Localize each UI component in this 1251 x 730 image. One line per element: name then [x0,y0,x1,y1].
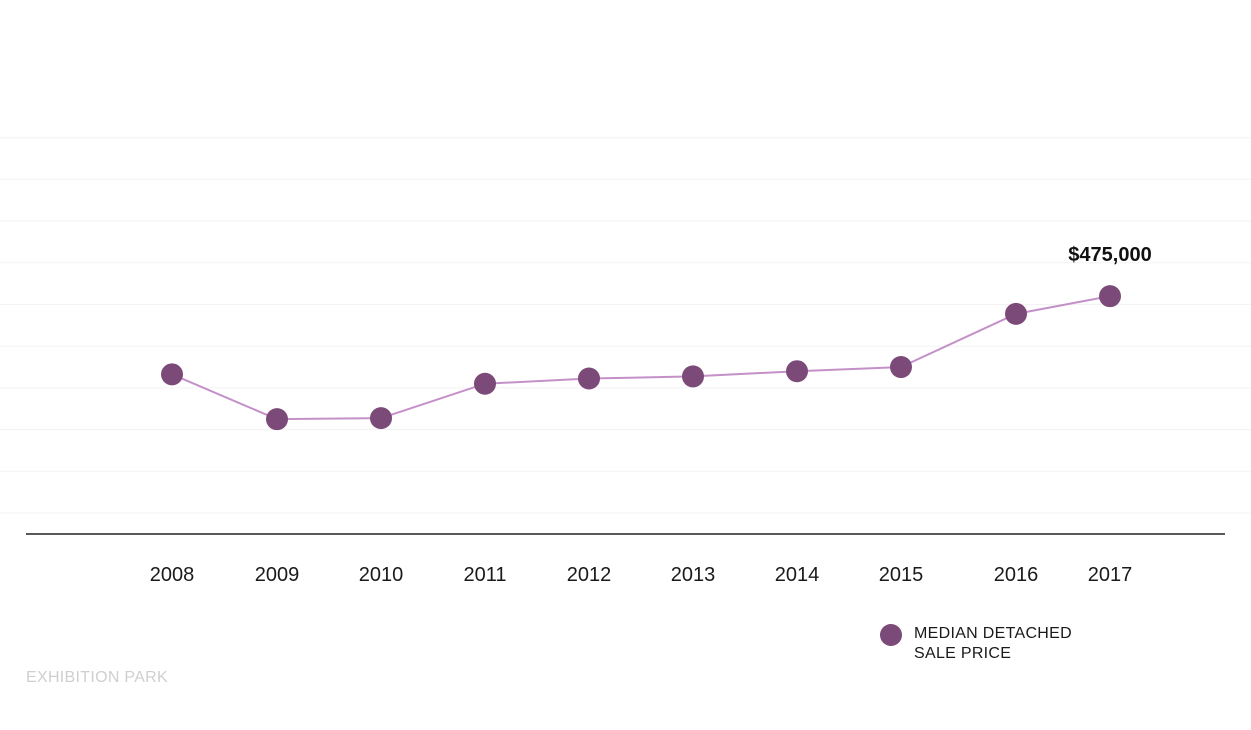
data-point-2013 [682,365,704,388]
series-line-group [171,295,1111,421]
legend-marker-icon [880,624,902,646]
data-point-2008 [161,363,183,386]
x-tick-label-2017: 2017 [1088,564,1133,586]
x-tick-label-2008: 2008 [150,564,195,586]
legend-label-line1: MEDIAN DETACHED [914,625,1072,642]
x-tick-label-2015: 2015 [879,564,924,586]
value-annotation-2017: $475,000 [1068,244,1151,266]
x-tick-label-2009: 2009 [255,564,300,586]
data-point-2017 [1099,285,1121,308]
legend-label-line2: SALE PRICE [914,645,1012,662]
x-tick-label-2012: 2012 [567,564,612,586]
legend: MEDIAN DETACHED SALE PRICE [880,624,1072,664]
data-point-2014 [786,360,808,383]
x-tick-label-2011: 2011 [463,564,506,586]
x-tick-label-2016: 2016 [994,564,1039,586]
series-line [171,295,1111,421]
annotations: $475,000 [1068,244,1151,266]
series-markers-group [161,285,1121,431]
data-point-2012 [578,367,600,390]
data-point-2016 [1005,302,1027,325]
legend-label: MEDIAN DETACHED SALE PRICE [914,624,1072,664]
x-tick-label-2010: 2010 [359,564,404,586]
data-point-2010 [370,407,392,430]
x-tick-label-2013: 2013 [671,564,716,586]
data-point-2011 [474,372,496,395]
x-tick-labels: 2008 2009 2010 2011 2012 2013 2014 2015 2016 2017 [150,564,1133,586]
neighborhood-label: EXHIBITION PARK [26,669,169,686]
x-tick-label-2014: 2014 [775,564,820,586]
gridlines [0,137,1251,514]
data-point-2009 [266,408,288,431]
data-point-2015 [890,356,912,379]
